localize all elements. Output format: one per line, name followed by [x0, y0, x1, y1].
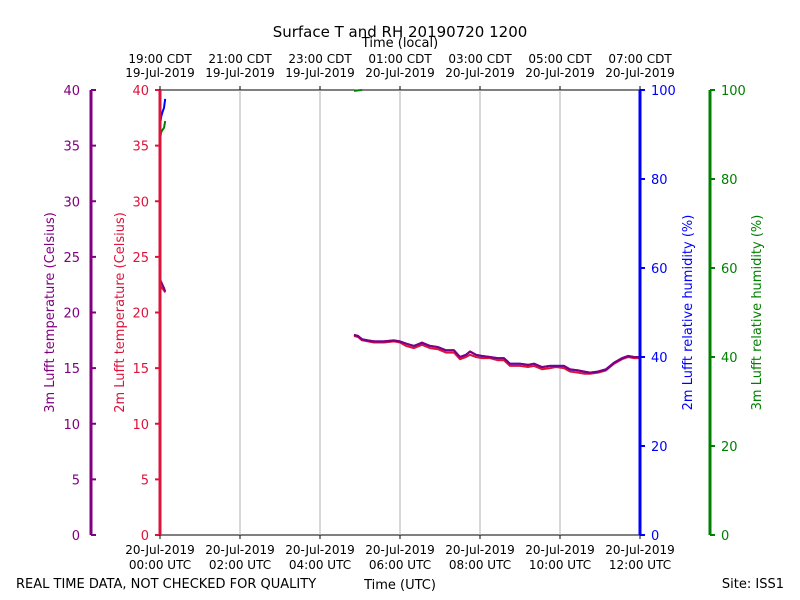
y-tick-label: 5 — [72, 473, 80, 488]
bottom-tick-time: 10:00 UTC — [529, 558, 591, 572]
bottom-tick-time: 00:00 UTC — [129, 558, 191, 572]
y-tick-label: 0 — [721, 529, 729, 544]
bottom-tick-date: 20-Jul-2019 — [445, 543, 515, 557]
y-axis-title: 3m Lufft temperature (Celsius) — [43, 212, 58, 413]
bottom-tick-date: 20-Jul-2019 — [125, 543, 195, 557]
y-tick-label: 5 — [141, 473, 149, 488]
y-tick-label: 40 — [721, 351, 738, 366]
y-tick-label: 0 — [72, 529, 80, 544]
y-tick-label: 20 — [721, 440, 738, 455]
y-tick-label: 0 — [141, 529, 149, 544]
bottom-tick-time: 02:00 UTC — [209, 558, 271, 572]
series-line-t3m — [353, 333, 640, 374]
top-tick-time: 07:00 CDT — [608, 52, 672, 66]
y-tick-label: 20 — [63, 307, 80, 322]
y-tick-label: 60 — [721, 262, 738, 277]
top-tick-date: 20-Jul-2019 — [525, 66, 595, 80]
bottom-tick-date: 20-Jul-2019 — [605, 543, 675, 557]
top-tick-time: 01:00 CDT — [368, 52, 432, 66]
axes-layer: 0 5 10 15 20 25 30 35 40 3m Lufft temperature (Ce… — [43, 84, 765, 544]
y-tick-label: 35 — [63, 140, 80, 155]
y-tick-label: 10 — [132, 418, 149, 433]
y-tick-label: 20 — [651, 440, 668, 455]
y-tick-label: 100 — [721, 84, 746, 99]
bottom-tick-time: 08:00 UTC — [449, 558, 511, 572]
bottom-tick-date: 20-Jul-2019 — [365, 543, 435, 557]
y-tick-label: 60 — [651, 262, 668, 277]
grid-lines — [239, 90, 561, 535]
bottom-tick-date: 20-Jul-2019 — [205, 543, 275, 557]
y-axis-title: 3m Lufft relative humidity (%) — [750, 215, 765, 411]
y-axis-t2m: 0 5 10 15 20 25 30 35 40 2m Lufft temperature (Ce… — [113, 84, 162, 544]
y-tick-label: 15 — [132, 362, 149, 377]
bottom-tick-time: 12:00 UTC — [609, 558, 671, 572]
y-tick-label: 40 — [63, 84, 80, 99]
top-tick-time: 23:00 CDT — [288, 52, 352, 66]
top-tick-time: 05:00 CDT — [528, 52, 592, 66]
top-tick-date: 20-Jul-2019 — [365, 66, 435, 80]
top-tick-date: 19-Jul-2019 — [125, 66, 195, 80]
top-tick-time: 19:00 CDT — [128, 52, 192, 66]
quality-disclaimer: REAL TIME DATA, NOT CHECKED FOR QUALITY — [16, 577, 316, 592]
bottom-tick-time: 06:00 UTC — [369, 558, 431, 572]
y-tick-label: 100 — [651, 84, 676, 99]
series-line-rh3m — [353, 89, 363, 92]
y-tick-label: 40 — [132, 84, 149, 99]
top-tick-time: 03:00 CDT — [448, 52, 512, 66]
y-tick-label: 15 — [63, 362, 80, 377]
y-tick-label: 80 — [721, 173, 738, 188]
top-tick-date: 19-Jul-2019 — [205, 66, 275, 80]
y-tick-label: 80 — [651, 173, 668, 188]
y-tick-label: 0 — [651, 529, 659, 544]
top-tick-date: 19-Jul-2019 — [285, 66, 355, 80]
y-tick-label: 30 — [132, 195, 149, 210]
bottom-tick-date: 20-Jul-2019 — [285, 543, 355, 557]
bottom-tick-date: 20-Jul-2019 — [525, 543, 595, 557]
y-axis-title: 2m Lufft relative humidity (%) — [681, 215, 696, 411]
y-axis-title: 2m Lufft temperature (Celsius) — [113, 212, 128, 413]
top-axis-label: Time (local) — [361, 36, 438, 51]
top-tick-date: 20-Jul-2019 — [445, 66, 515, 80]
chart-title: Surface T and RH 20190720 1200 — [273, 23, 528, 41]
site-label: Site: ISS1 — [722, 577, 784, 592]
y-axis-t3m: 0 5 10 15 20 25 30 35 40 3m Lufft temperature (Ce… — [43, 84, 96, 544]
y-tick-label: 30 — [63, 195, 80, 210]
y-tick-label: 20 — [132, 307, 149, 322]
series-line-t2m — [353, 334, 640, 375]
bottom-axis-label: Time (UTC) — [363, 578, 436, 593]
y-tick-label: 25 — [132, 251, 149, 266]
y-tick-label: 35 — [132, 140, 149, 155]
y-tick-label: 25 — [63, 251, 80, 266]
top-tick-date: 20-Jul-2019 — [605, 66, 675, 80]
y-axis-rh3m: 0 20 40 60 80 100 3m Lufft relative humidity (… — [708, 84, 765, 544]
bottom-tick-time: 04:00 UTC — [289, 558, 351, 572]
top-tick-time: 21:00 CDT — [208, 52, 272, 66]
y-tick-label: 10 — [63, 418, 80, 433]
y-tick-label: 40 — [651, 351, 668, 366]
y-axis-rh2m: 0 20 40 60 80 100 2m Lufft relative humidity (… — [638, 84, 696, 544]
